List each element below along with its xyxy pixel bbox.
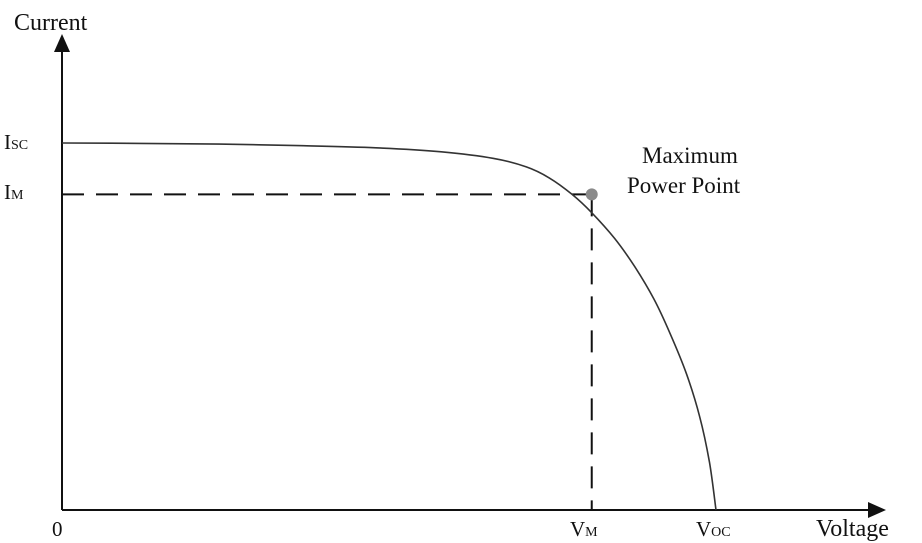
mpp-annotation-line1: Maximum: [642, 143, 738, 168]
mpp-annotation-line2: Power Point: [627, 173, 741, 198]
y-axis-title: Current: [14, 10, 88, 36]
y-axis-arrowhead: [54, 34, 70, 52]
y-tick-isc: ISC: [4, 130, 28, 154]
x-axis-arrowhead: [868, 502, 886, 518]
x-tick-vm: VM: [570, 517, 598, 541]
x-tick-voc: VOC: [696, 517, 731, 541]
x-axis-title: Voltage: [816, 516, 889, 542]
y-tick-im: IM: [4, 180, 24, 204]
origin-label: 0: [52, 517, 63, 541]
iv-curve-line: [61, 142, 717, 511]
maximum-power-point-marker: [585, 188, 598, 201]
